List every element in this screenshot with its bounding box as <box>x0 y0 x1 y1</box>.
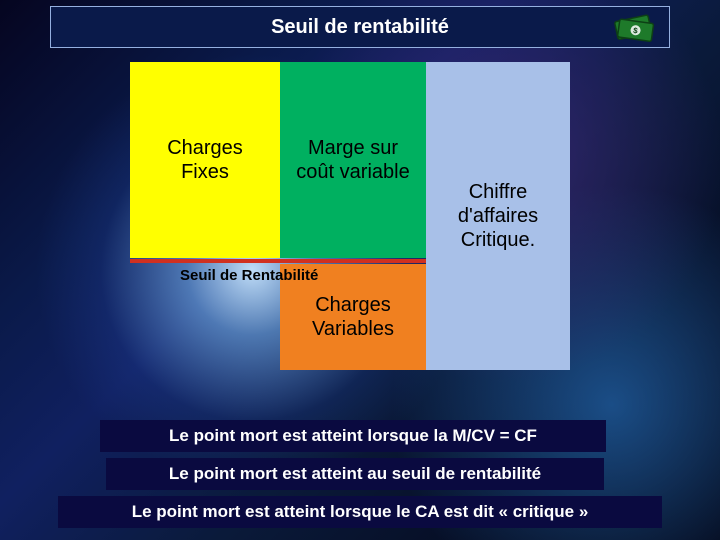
block-charges-fixes: ChargesFixes <box>130 62 280 258</box>
title-bar: Seuil de rentabilité <box>50 6 670 48</box>
caption-2: Le point mort est atteint au seuil de re… <box>106 458 604 490</box>
block-ca-label: Chiffred'affairesCritique. <box>458 180 538 252</box>
caption-3: Le point mort est atteint lorsque le CA … <box>58 496 662 528</box>
caption-1: Le point mort est atteint lorsque la M/C… <box>100 420 606 452</box>
money-icon: $ $ <box>610 10 658 44</box>
slide-title: Seuil de rentabilité <box>271 16 449 39</box>
block-ca-critique: Chiffred'affairesCritique. <box>426 62 570 370</box>
seuil-label: Seuil de Rentabilité <box>180 267 318 284</box>
seuil-divider <box>130 259 426 263</box>
slide: Seuil de rentabilité $ $ ChargesFixes Ma… <box>0 0 720 540</box>
block-mcv-label: Marge surcoût variable <box>296 136 409 184</box>
block-cv-label: ChargesVariables <box>312 293 394 341</box>
block-cf-label: ChargesFixes <box>167 136 243 184</box>
block-marge-cv: Marge surcoût variable <box>280 62 426 258</box>
